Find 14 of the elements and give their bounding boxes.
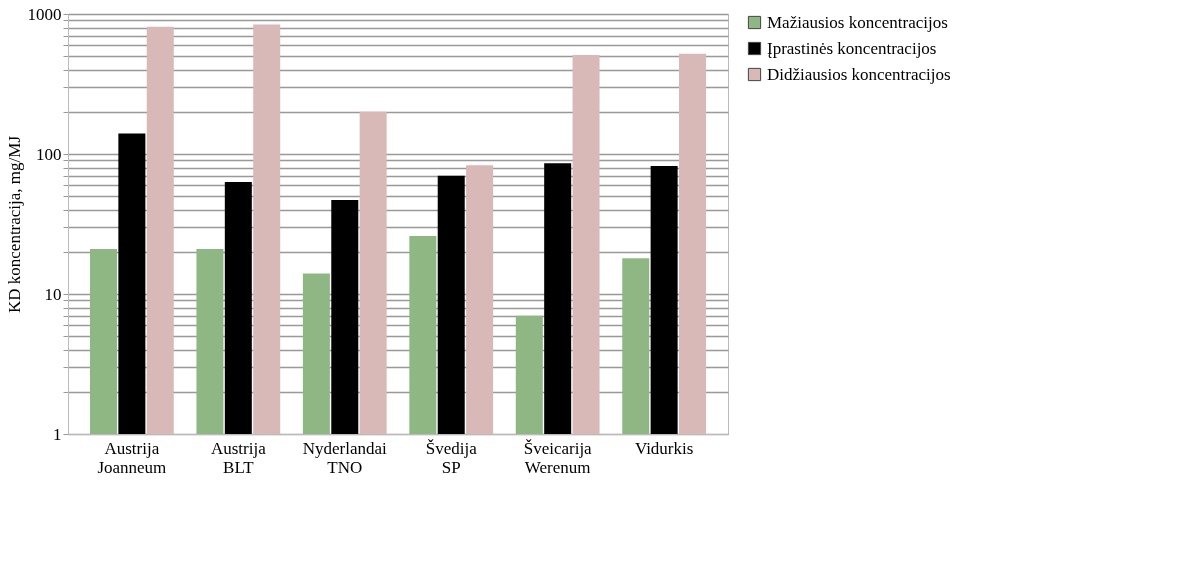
legend-label: Mažiausios koncentracijos: [767, 12, 948, 32]
x-tick-label: Austrija BLT: [210, 438, 267, 477]
y-tick-label: 10: [44, 284, 62, 304]
legend-label: Įprastinės koncentracijos: [767, 38, 937, 58]
x-tick-label: Austrija Joanneum: [97, 438, 167, 477]
y-tick-label: 1000: [27, 4, 62, 24]
x-tick-label: Šveicarija Werenum: [523, 438, 593, 477]
x-tick-label: Vidurkis: [634, 438, 694, 458]
x-tick-label: Nyderlandai TNO: [302, 438, 388, 477]
y-axis-title: KD koncentracija, mg/MJ: [4, 135, 24, 314]
y-tick-label: 100: [36, 144, 62, 164]
legend-label: Didžiausios koncentracijos: [767, 64, 951, 84]
y-tick-label: 1: [53, 424, 62, 444]
x-tick-label: Švedija SP: [425, 438, 478, 477]
